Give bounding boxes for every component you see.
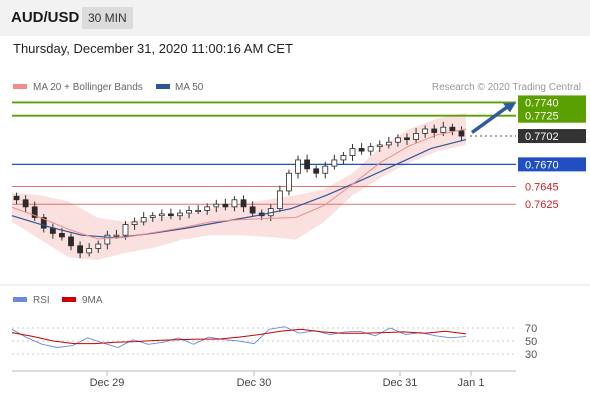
- candle-body: [59, 233, 65, 238]
- ma20-line: [11, 128, 467, 240]
- x-tick-label-1: Dec 30: [237, 377, 272, 389]
- candle-body: [358, 148, 365, 152]
- candle-body: [322, 165, 329, 174]
- candle-body: [276, 190, 283, 210]
- support-label-5: 0.7625: [525, 199, 559, 211]
- ma50-legend-swatch: [156, 84, 170, 89]
- candle-body: [177, 212, 183, 217]
- candle-body: [122, 224, 129, 236]
- candle-body: [458, 130, 465, 137]
- candle-body: [86, 248, 93, 254]
- candle-body: [158, 213, 165, 217]
- candle-body: [204, 206, 211, 211]
- candle-body: [68, 236, 74, 247]
- currency-pair: AUD/USD: [11, 9, 80, 26]
- candle-body: [440, 126, 447, 133]
- ma9-legend-label: 9MA: [82, 295, 103, 306]
- ma50-legend-label: MA 50: [175, 82, 204, 93]
- candle-body: [31, 206, 38, 218]
- candle-body: [167, 213, 174, 217]
- candle-body: [95, 243, 102, 249]
- credit-text: Research © 2020 Trading Central: [432, 82, 581, 93]
- resistance-label-bg-0: [518, 95, 586, 110]
- pivot-label-bg: [518, 157, 586, 172]
- candle-body: [349, 148, 356, 156]
- last-price-label-bg: [518, 129, 586, 144]
- candle-body: [340, 155, 347, 161]
- candle-body: [286, 172, 292, 192]
- candle-body: [413, 132, 419, 140]
- candle-body: [240, 199, 247, 208]
- support-label-4: 0.7645: [525, 182, 559, 194]
- candle-body: [140, 217, 147, 223]
- candle-body: [313, 168, 320, 174]
- candle-body: [249, 206, 256, 214]
- candle-body: [304, 159, 311, 170]
- candle-body: [13, 195, 20, 201]
- candle-body: [22, 199, 29, 208]
- candle-body: [231, 199, 238, 208]
- forecast-arrow-shaft: [470, 105, 510, 134]
- candle-body: [49, 227, 56, 234]
- candle-body: [131, 221, 138, 225]
- candle-body: [104, 234, 111, 245]
- rsi-tick-label-30: 30: [525, 349, 537, 361]
- candle-body: [113, 234, 120, 237]
- candle-body: [77, 245, 83, 254]
- candle-body: [186, 209, 192, 214]
- rsi-line: [11, 326, 467, 348]
- resistance-label-1: 0.7725: [525, 111, 559, 123]
- forecast-arrow-head: [503, 102, 516, 113]
- chart-header: AUD/USD 30 MIN: [0, 0, 590, 36]
- x-tick-label-2: Dec 31: [383, 377, 418, 389]
- resistance-label-0: 0.7740: [525, 97, 559, 109]
- ma9-legend-swatch: [62, 297, 76, 302]
- candle-body: [394, 137, 401, 143]
- rsi-tick-label-70: 70: [525, 323, 537, 335]
- candle-body: [195, 209, 202, 212]
- candle-body: [40, 217, 47, 229]
- candle-body: [404, 137, 410, 140]
- x-tick-label-0: Dec 29: [90, 377, 125, 389]
- bollinger-legend-label: MA 20 + Bollinger Bands: [33, 82, 143, 93]
- timeframe-button[interactable]: 30 MIN: [82, 7, 133, 29]
- bollinger-legend-swatch: [13, 84, 27, 89]
- candle-body: [295, 159, 301, 174]
- rsi-ma9-line: [11, 328, 467, 345]
- candle-body: [367, 146, 374, 152]
- x-tick-label-3: Jan 1: [458, 377, 485, 389]
- rsi-tick-label-50: 50: [525, 336, 537, 348]
- candle-body: [422, 128, 429, 134]
- resistance-label-bg-1: [518, 108, 586, 123]
- candle-body: [449, 126, 456, 132]
- candle-body: [331, 159, 338, 167]
- candle-body: [376, 144, 383, 148]
- pivot-label: 0.7670: [525, 159, 559, 171]
- candle-body: [385, 141, 392, 146]
- chart-datetime: Thursday, December 31, 2020 11:00:16 AM …: [13, 41, 293, 56]
- candle-body: [431, 128, 438, 133]
- last-price-label: 0.7702: [525, 131, 559, 143]
- candle-body: [222, 203, 229, 208]
- candle-body: [149, 215, 156, 218]
- candle-body: [213, 203, 220, 208]
- rsi-legend-label: RSI: [33, 295, 50, 306]
- rsi-legend-swatch: [13, 297, 27, 302]
